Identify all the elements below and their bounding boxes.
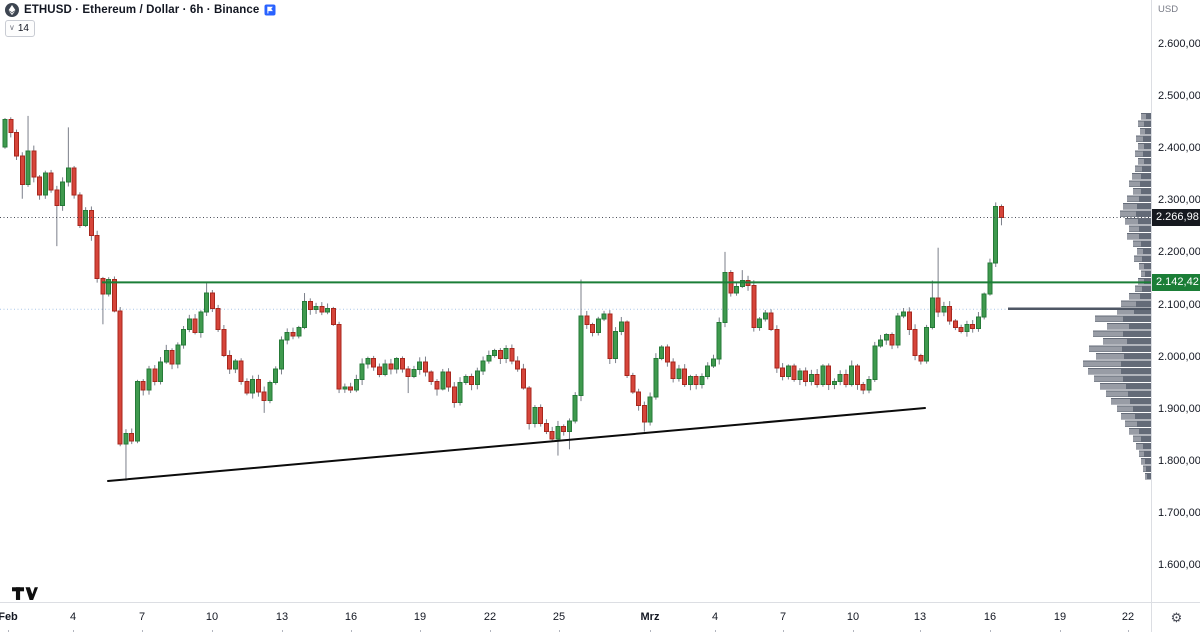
time-tick-label: 10 xyxy=(205,611,219,623)
time-tick-mark xyxy=(490,630,491,632)
symbol-title[interactable]: ETHUSD · Ethereum / Dollar · 6h · Binanc… xyxy=(24,4,260,16)
chevron-down-icon: ∨ xyxy=(9,23,15,32)
time-tick-label: 4 xyxy=(69,611,77,623)
time-tick-label: 7 xyxy=(779,611,787,623)
indicators-legend-toggle[interactable]: ∨ 14 xyxy=(5,20,35,37)
price-tick-label: 1.600,00 xyxy=(1158,559,1200,571)
symbol-header: ETHUSD · Ethereum / Dollar · 6h · Binanc… xyxy=(5,2,276,18)
price-tick-label: 2.300,00 xyxy=(1158,194,1200,207)
time-tick-mark xyxy=(282,630,283,632)
time-tick-mark xyxy=(8,630,9,632)
time-tick-mark xyxy=(559,630,560,632)
time-tick-mark xyxy=(73,630,74,632)
price-tick-label: 2.000,00 xyxy=(1158,350,1200,363)
time-tick-label: 10 xyxy=(846,611,860,623)
time-tick-mark xyxy=(920,630,921,632)
time-tick-mark xyxy=(420,630,421,632)
time-tick-mark xyxy=(212,630,213,632)
flag-icon[interactable] xyxy=(264,4,276,16)
time-tick-label: Mrz xyxy=(640,611,660,623)
time-tick-mark xyxy=(1060,630,1061,632)
price-tick-label: 2.200,00 xyxy=(1158,246,1200,259)
tradingview-logo[interactable] xyxy=(12,587,38,601)
time-tick-label: 4 xyxy=(711,611,719,623)
time-tick-label: 19 xyxy=(1053,611,1067,623)
ethereum-logo-icon xyxy=(5,3,19,17)
price-tick-label: 1.900,00 xyxy=(1158,402,1200,415)
time-tick-label: 7 xyxy=(138,611,146,623)
time-tick-label: 13 xyxy=(275,611,289,623)
time-tick-mark xyxy=(990,630,991,632)
time-tick-mark xyxy=(142,630,143,632)
price-tick-label: 2.600,00 xyxy=(1158,38,1200,50)
price-axis-unit: USD xyxy=(1158,4,1179,15)
gear-icon[interactable]: ⚙ xyxy=(1170,610,1183,625)
time-tick-mark xyxy=(351,630,352,632)
price-tick-label: 2.500,00 xyxy=(1158,90,1200,103)
time-tick-label: 22 xyxy=(1121,611,1135,623)
time-tick-mark xyxy=(650,630,651,632)
time-tick-label: 16 xyxy=(983,611,997,623)
time-tick-label: Feb xyxy=(0,611,18,623)
time-tick-mark xyxy=(783,630,784,632)
ray-price-badge: 2.142,42 xyxy=(1152,273,1200,291)
price-tick-label: 2.400,00 xyxy=(1158,142,1200,155)
time-tick-label: 19 xyxy=(413,611,427,623)
time-tick-label: 13 xyxy=(913,611,927,623)
time-tick-label: 22 xyxy=(483,611,497,623)
time-axis[interactable]: Feb 4 7 10 13 16 19 22 25 Mrz 4 7 10 13 16 19 22 xyxy=(0,602,1151,632)
time-tick-mark xyxy=(1128,630,1129,632)
price-tick-label: 1.800,00 xyxy=(1158,454,1200,467)
time-tick-mark xyxy=(715,630,716,632)
legend-count: 14 xyxy=(17,23,29,34)
price-tick-label: 2.100,00 xyxy=(1158,298,1200,311)
time-tick-label: 25 xyxy=(552,611,566,623)
time-tick-mark xyxy=(853,630,854,632)
price-tick-label: 1.700,00 xyxy=(1158,506,1200,519)
price-axis[interactable]: USD 2.600,00 2.500,00 2.400,00 2.300,00 2.20… xyxy=(1151,0,1200,602)
time-tick-label: 16 xyxy=(344,611,358,623)
axis-corner-cell: ⚙ xyxy=(1151,602,1200,632)
price-chart-canvas[interactable] xyxy=(0,0,1151,602)
last-price-badge: 2.266,98 xyxy=(1152,209,1200,226)
